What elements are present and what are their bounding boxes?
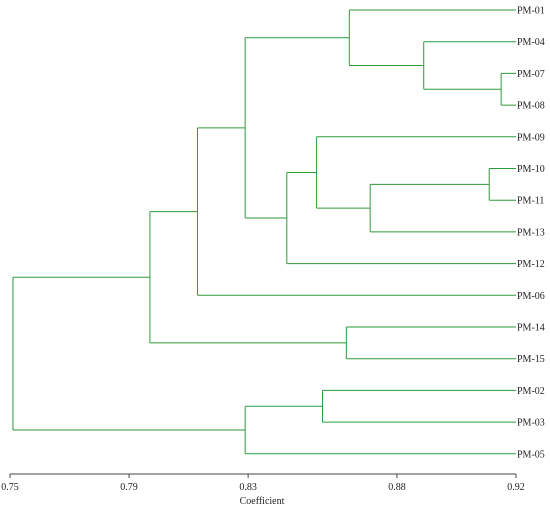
- branch-n9: [286, 171, 516, 265]
- x-tick-label: 0.79: [120, 482, 138, 493]
- x-axis-title: Coefficient: [240, 496, 285, 507]
- x-tick-label: 0.92: [507, 482, 525, 493]
- branch-n2: [488, 168, 516, 201]
- branch-n13: [149, 211, 347, 344]
- branch-n5: [348, 9, 516, 66]
- leaf-label: PM-15: [517, 354, 545, 365]
- branch-n14: [12, 276, 246, 431]
- leaf-label: PM-03: [517, 418, 545, 429]
- x-tick-label: 0.75: [1, 482, 19, 493]
- leaf-label: PM-13: [517, 227, 545, 238]
- leaf-label: PM-04: [517, 37, 545, 48]
- leaf-label: PM-10: [517, 164, 545, 175]
- branch-n11: [244, 405, 516, 455]
- x-tick-label: 0.83: [239, 482, 257, 493]
- branch-n4: [369, 183, 516, 233]
- leaf-label: PM-11: [517, 196, 544, 207]
- branch-n6: [345, 326, 516, 360]
- branch-n3: [423, 41, 516, 90]
- leaf-label: PM-14: [517, 323, 545, 334]
- leaf-label: PM-06: [517, 291, 545, 302]
- dendrogram-branches: [12, 9, 516, 455]
- leaf-label: PM-12: [517, 259, 545, 270]
- leaf-label: PM-07: [517, 69, 545, 80]
- leaf-labels: PM-01 PM-04 PM-07 PM-08 PM-09 PM-10 PM-11 PM-13…: [517, 6, 545, 461]
- branch-n8: [316, 136, 516, 209]
- branch-n7: [322, 389, 516, 423]
- branch-n12: [197, 127, 516, 296]
- leaf-label: PM-02: [517, 386, 545, 397]
- leaf-label: PM-09: [517, 132, 545, 143]
- x-tick-label: 0.88: [388, 482, 406, 493]
- branch-n10: [244, 37, 350, 219]
- leaf-label: PM-08: [517, 101, 545, 112]
- leaf-label: PM-05: [517, 449, 545, 460]
- leaf-label: PM-01: [517, 6, 545, 17]
- branch-n1: [500, 72, 516, 106]
- x-axis: 0.75 0.79 0.83 0.88 0.92: [1, 473, 525, 493]
